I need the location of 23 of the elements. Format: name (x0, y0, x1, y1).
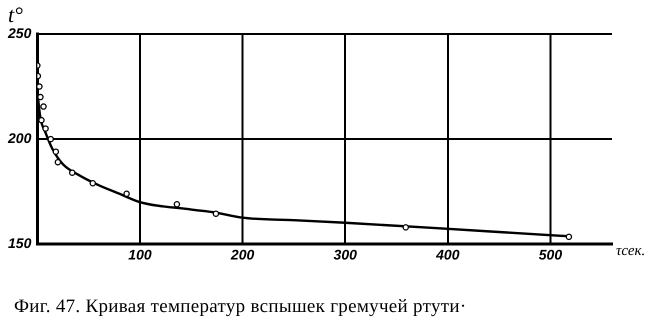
point (37, 83, 43, 90)
point (566, 234, 572, 240)
point (90, 180, 96, 186)
point (52, 148, 60, 155)
point (69, 169, 76, 176)
text: Фиг. 47. Кривая температур вспышек гремучей ртути· (14, 296, 466, 318)
x-axis-title: τсек. (616, 243, 646, 260)
point (174, 201, 180, 208)
x-tick-label: 100 (128, 246, 152, 262)
point (402, 224, 409, 231)
point (47, 136, 54, 142)
point (123, 190, 130, 197)
point (40, 103, 47, 110)
x-tick-label: 300 (334, 246, 358, 262)
x-tick-label: 400 (435, 246, 460, 262)
x-tick-label: 200 (230, 246, 254, 262)
point (212, 210, 220, 217)
x-tick-label: 500 (538, 246, 562, 262)
point (54, 158, 62, 166)
y-tick-label: 200 (7, 130, 32, 146)
point (38, 116, 45, 124)
point (42, 125, 49, 132)
y-tick-label: 150 (8, 235, 32, 252)
